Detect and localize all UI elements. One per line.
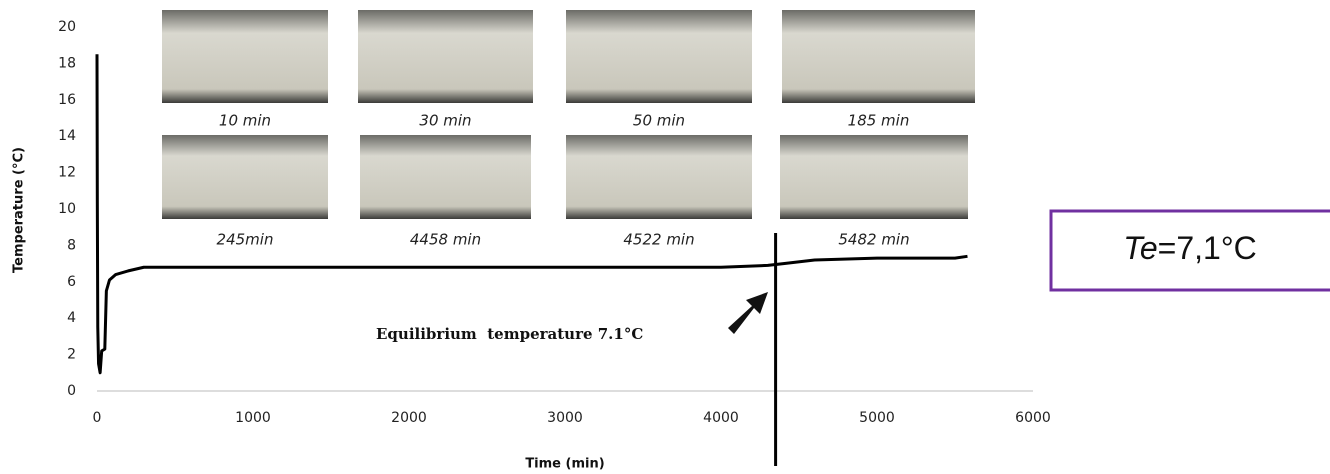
photo-caption: 4458 min bbox=[410, 231, 481, 249]
x-tick-label: 4000 bbox=[703, 410, 739, 426]
y-tick-label: 12 bbox=[58, 165, 76, 181]
y-tick-label: 6 bbox=[67, 274, 76, 290]
y-axis-label: Temperature (°C) bbox=[12, 147, 27, 273]
callout-symbol: Te bbox=[1123, 230, 1157, 266]
y-tick-label: 8 bbox=[67, 237, 76, 253]
photo-caption: 30 min bbox=[419, 112, 471, 130]
photo-caption: 4522 min bbox=[623, 231, 694, 249]
photo bbox=[566, 135, 752, 219]
arrow bbox=[728, 292, 768, 334]
photo-caption: 5482 min bbox=[838, 231, 909, 249]
x-tick-label: 6000 bbox=[1015, 410, 1051, 426]
y-tick-label: 16 bbox=[58, 92, 76, 108]
photo-caption: 50 min bbox=[633, 112, 685, 130]
y-tick-label: 0 bbox=[67, 383, 76, 399]
photo-caption: 185 min bbox=[848, 112, 910, 130]
annotation: Equilibrium temperature 7.1°C bbox=[376, 325, 643, 343]
y-tick-label: 10 bbox=[58, 201, 76, 217]
x-tick-label: 2000 bbox=[391, 410, 427, 426]
x-axis-label: Time (min) bbox=[525, 457, 604, 472]
photo bbox=[566, 10, 752, 103]
data-line bbox=[95, 54, 968, 375]
y-tick-label: 14 bbox=[58, 128, 76, 144]
x-tick-label: 0 bbox=[93, 410, 102, 426]
x-tick-label: 5000 bbox=[859, 410, 895, 426]
y-tick-label: 2 bbox=[67, 347, 76, 363]
y-tick-label: 18 bbox=[58, 55, 76, 71]
y-tick-label: 20 bbox=[58, 19, 76, 35]
photo bbox=[360, 135, 531, 219]
photo bbox=[162, 135, 328, 219]
callout-box bbox=[1049, 209, 1330, 292]
photo-caption: 10 min bbox=[219, 112, 271, 130]
y-tick-label: 4 bbox=[67, 310, 76, 326]
photo bbox=[780, 135, 968, 219]
callout: Te=7,1°C bbox=[1123, 230, 1256, 266]
photo-caption: 245min bbox=[217, 231, 274, 249]
x-tick-label: 3000 bbox=[547, 410, 583, 426]
photo bbox=[162, 10, 328, 103]
photo bbox=[358, 10, 533, 103]
callout-value: =7,1°C bbox=[1158, 230, 1257, 266]
photo bbox=[782, 10, 975, 103]
x-tick-label: 1000 bbox=[235, 410, 271, 426]
